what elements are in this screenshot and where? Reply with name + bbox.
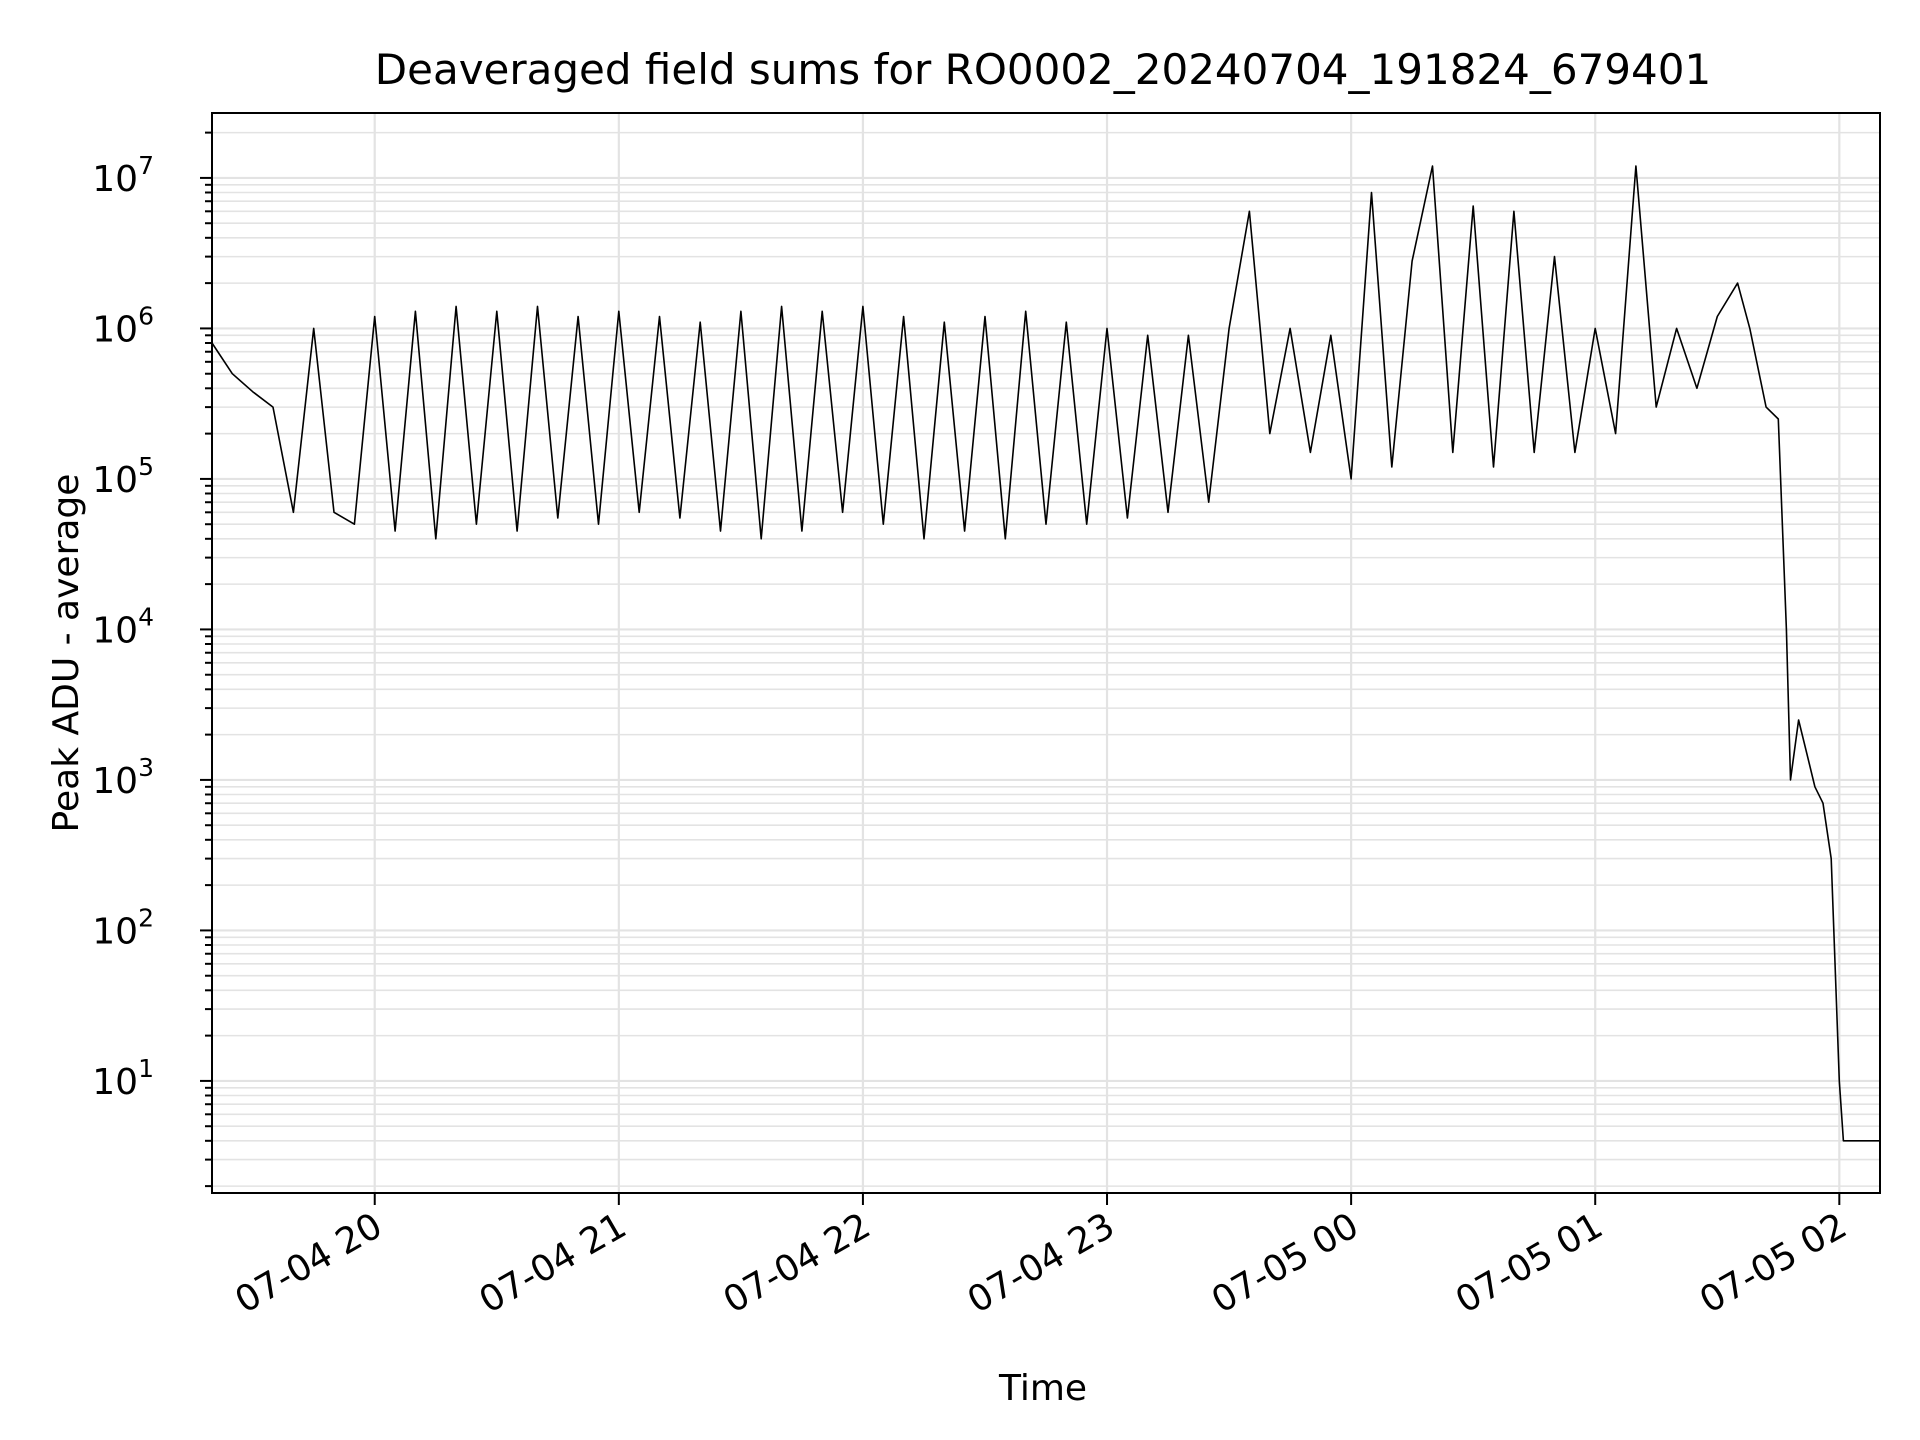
x-axis-label: Time — [998, 1368, 1087, 1409]
x-axis-ticks: 07-04 20 07-04 21 07-04 22 07-04 23 07-05 00… — [229, 1193, 1854, 1322]
y-tick-label: 101 — [92, 1054, 154, 1103]
y-tick-base: 10 — [92, 911, 138, 952]
y-tick-base: 10 — [92, 610, 138, 651]
x-tick-label: 07-05 00 — [1205, 1205, 1366, 1321]
y-tick-exponent: 5 — [138, 452, 154, 481]
y-tick-exponent: 1 — [138, 1054, 154, 1083]
x-tick-label: 07-04 22 — [717, 1205, 878, 1321]
y-tick-base: 10 — [92, 761, 138, 802]
x-tick-label: 07-04 23 — [961, 1205, 1122, 1321]
chart-title: Deaveraged field sums for RO0002_2024070… — [375, 45, 1711, 94]
y-tick-base: 10 — [92, 460, 138, 501]
data-line-layer — [211, 165, 1880, 1142]
y-tick-exponent: 2 — [138, 903, 154, 932]
y-tick-exponent: 4 — [138, 602, 154, 631]
x-tick-label: 07-05 01 — [1449, 1205, 1610, 1321]
x-tick-label: 07-04 21 — [473, 1205, 634, 1321]
grid — [212, 113, 1880, 1193]
y-tick-label: 104 — [92, 602, 154, 651]
series-line — [211, 165, 1880, 1142]
y-tick-label: 106 — [92, 301, 154, 350]
y-tick-label: 102 — [92, 903, 154, 952]
y-axis-label: Peak ADU - average — [46, 474, 87, 833]
y-tick-base: 10 — [92, 1062, 138, 1103]
y-tick-exponent: 7 — [138, 151, 154, 180]
y-tick-label: 107 — [92, 151, 154, 200]
y-tick-exponent: 3 — [138, 753, 154, 782]
y-tick-base: 10 — [92, 309, 138, 350]
y-tick-exponent: 6 — [138, 301, 154, 330]
y-tick-base: 10 — [92, 159, 138, 200]
x-tick-label: 07-05 02 — [1693, 1205, 1854, 1321]
x-tick-label: 07-04 20 — [229, 1205, 390, 1321]
y-tick-label: 103 — [92, 753, 154, 802]
y-tick-label: 105 — [92, 452, 154, 501]
